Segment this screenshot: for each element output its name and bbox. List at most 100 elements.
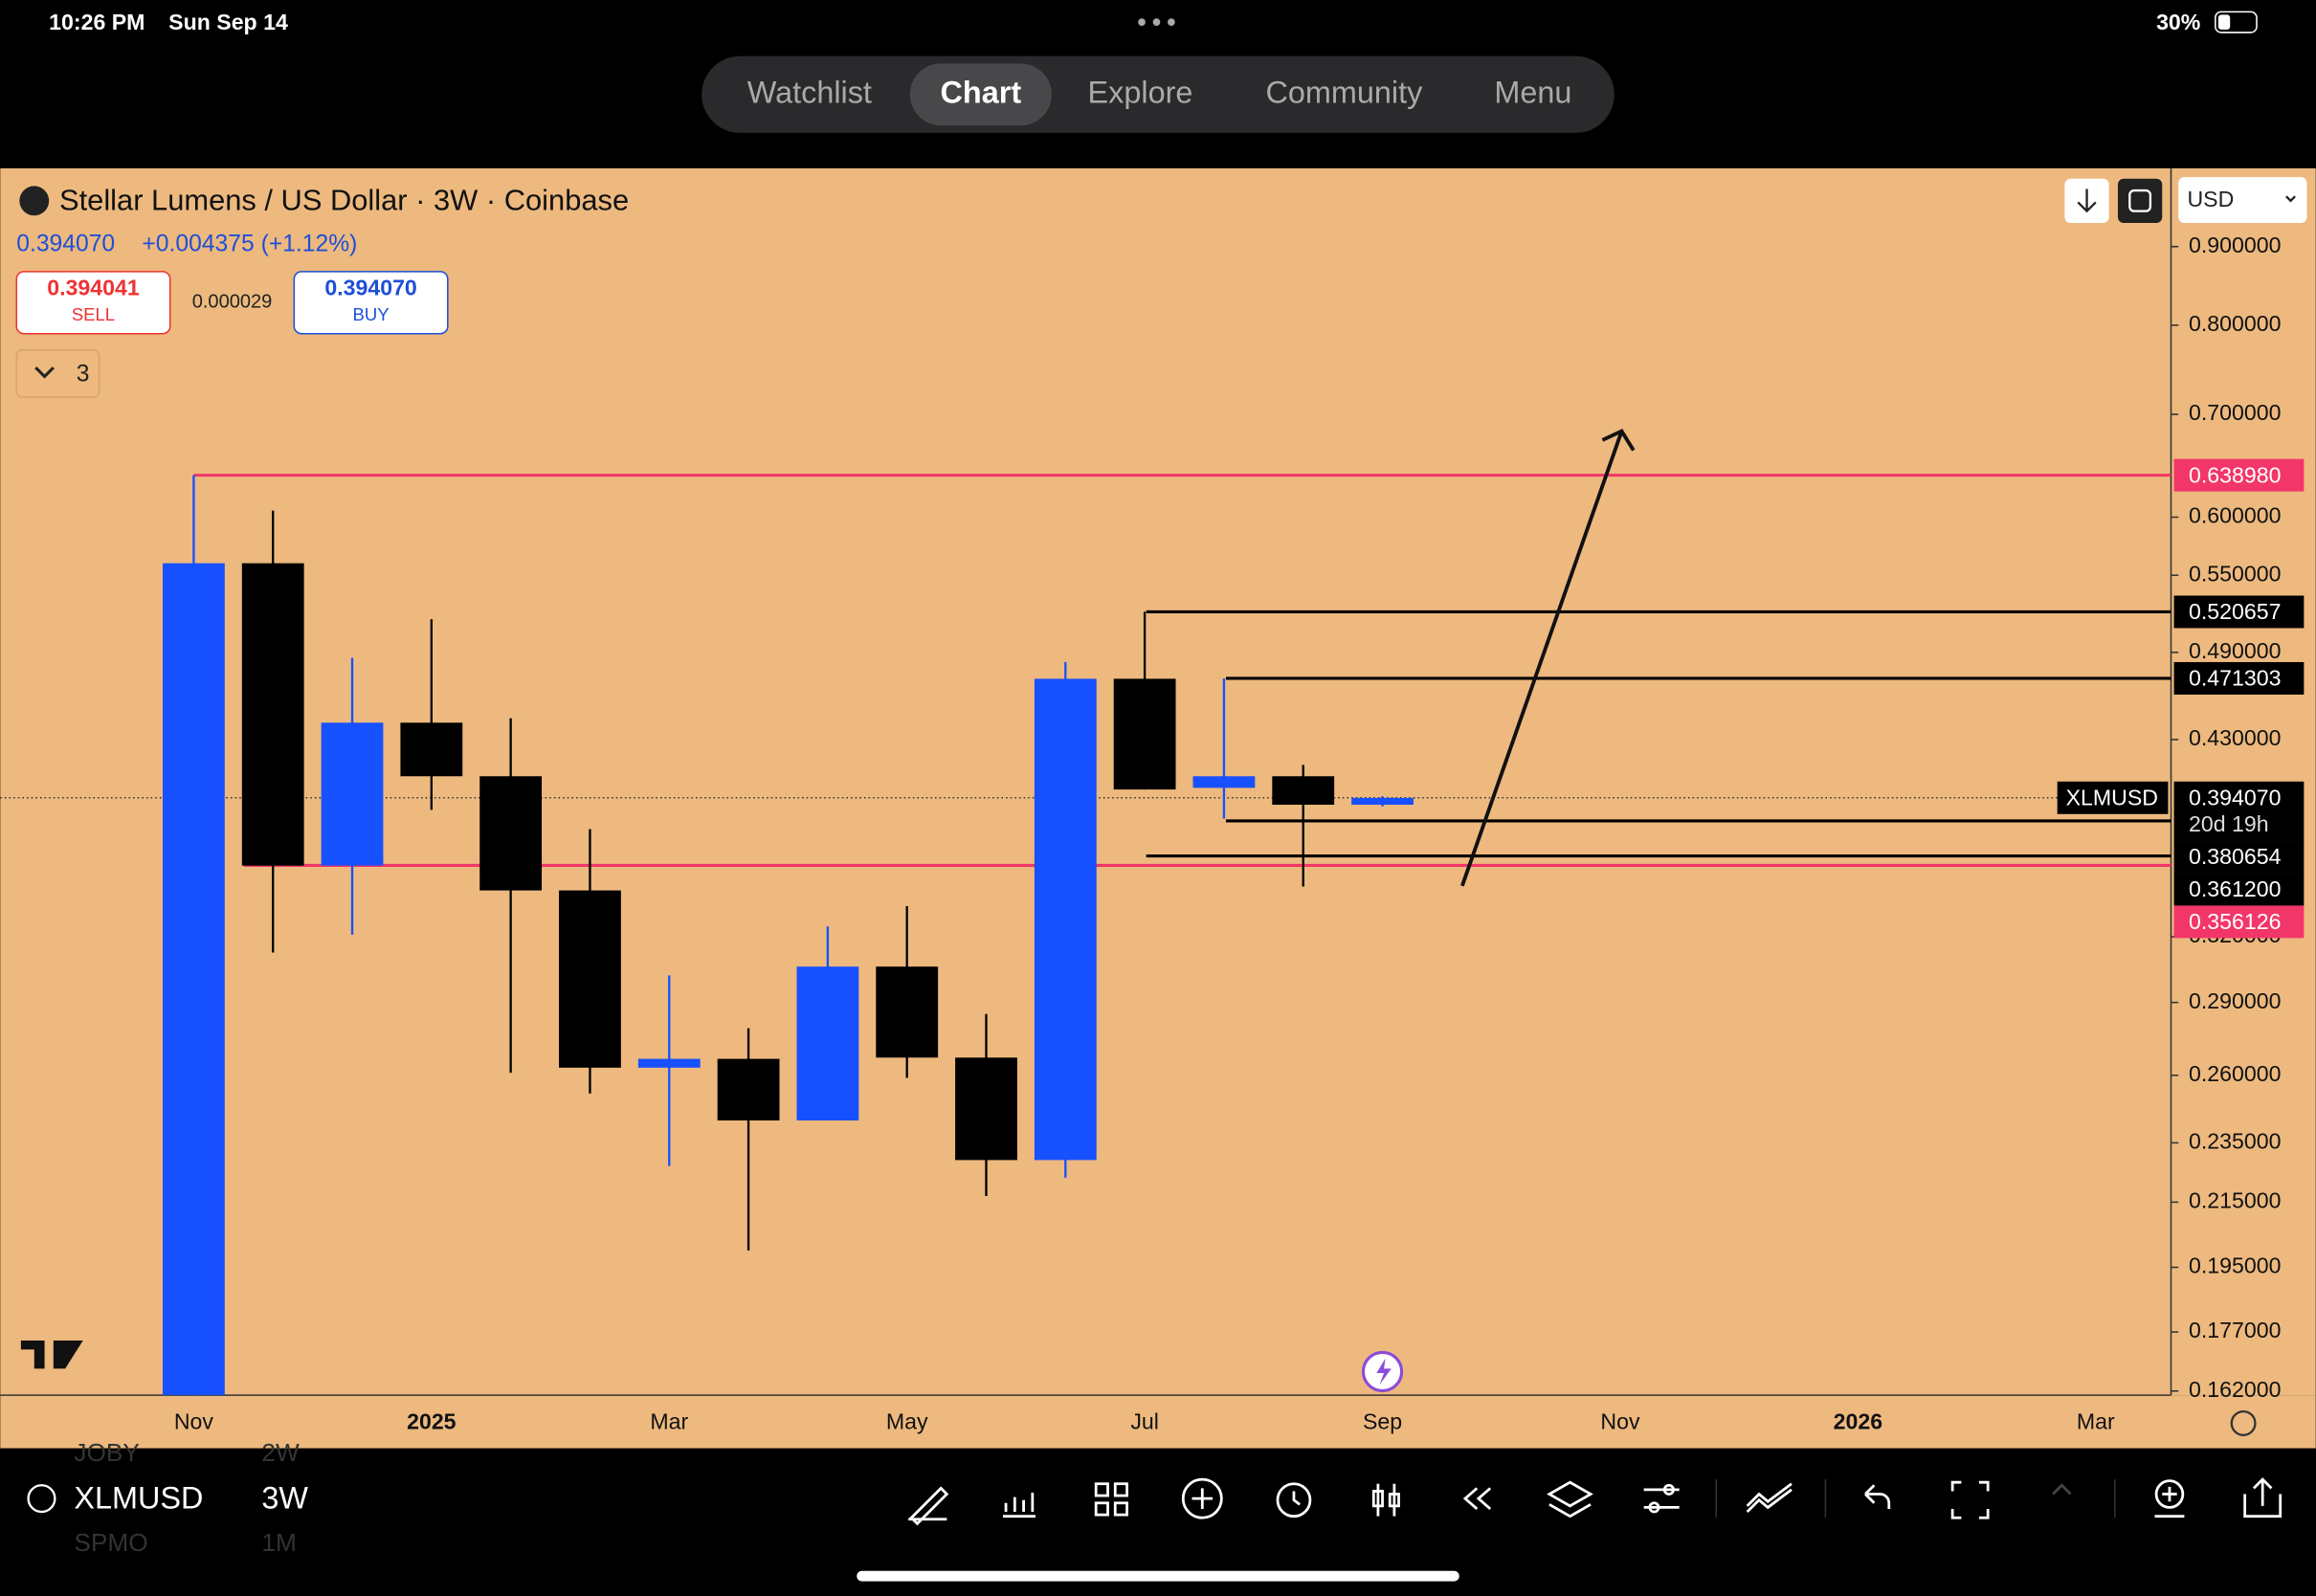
y-tick-label: 0.600000 — [2189, 503, 2281, 528]
symbol-logo — [19, 186, 50, 216]
price-label: 0.394070 — [2189, 785, 2281, 809]
status-date: Sun Sep 14 — [168, 10, 288, 34]
y-tick-label: 0.215000 — [2189, 1188, 2281, 1213]
candle-body — [400, 722, 463, 777]
candle-body — [717, 1058, 780, 1121]
symbol-label: XLMUSD — [2066, 785, 2158, 809]
price-label: 0.361200 — [2189, 876, 2281, 901]
candle-body — [163, 563, 225, 1396]
candle-body — [876, 966, 939, 1058]
candle-body — [241, 563, 304, 866]
x-tick-label: Sep — [1363, 1409, 1402, 1434]
price-change: +0.004375 (+1.12%) — [142, 232, 357, 257]
ghost-symbol: JOBY — [74, 1438, 139, 1467]
indicator-count: 3 — [77, 361, 90, 387]
bottom-interval[interactable]: 3W — [261, 1480, 308, 1515]
candle-body — [1113, 678, 1176, 790]
y-tick-label: 0.700000 — [2189, 400, 2281, 425]
nav-tab[interactable]: Chart — [941, 75, 1022, 109]
symbol-label-bg — [2057, 781, 2169, 814]
toolbar-icons[interactable] — [908, 1477, 2283, 1526]
price-label: 0.520657 — [2189, 599, 2281, 624]
price-label: 0.356126 — [2189, 909, 2281, 934]
ghost-interval: 2W — [261, 1438, 300, 1467]
ghost-symbol: SPMO — [74, 1528, 147, 1557]
select-caret — [2285, 195, 2296, 203]
battery-text: 30% — [2156, 10, 2200, 34]
sell-button[interactable] — [15, 271, 171, 335]
fullscreen-button[interactable] — [2117, 178, 2163, 223]
indicator-toggle[interactable] — [15, 348, 100, 398]
x-tick-label: Nov — [174, 1409, 214, 1434]
x-tick-label: 2025 — [407, 1409, 457, 1434]
nav-tab[interactable]: Watchlist — [747, 75, 872, 109]
candle-body — [955, 1057, 1017, 1161]
currency: USD — [2187, 187, 2234, 211]
price-label-bg — [2173, 873, 2305, 906]
spread: 0.000029 — [192, 292, 273, 313]
price-label-bg — [2173, 840, 2305, 874]
settings-icon[interactable] — [2230, 1409, 2257, 1436]
price-label-bg — [2173, 595, 2305, 629]
y-tick-label: 0.235000 — [2189, 1128, 2281, 1153]
y-tick-label: 0.800000 — [2189, 311, 2281, 336]
nav-tab[interactable]: Menu — [1494, 75, 1571, 109]
price-label-bg — [2173, 661, 2305, 695]
buy-price: 0.394070 — [324, 276, 416, 300]
candle-body — [1192, 776, 1256, 788]
price-label-bg — [2173, 458, 2305, 492]
y-tick-label: 0.260000 — [2189, 1061, 2281, 1086]
candle-body — [637, 1058, 701, 1068]
trend-arrow-drawing — [1460, 429, 1636, 887]
bottom-symbol[interactable]: XLMUSD — [74, 1480, 203, 1515]
nav-tab[interactable]: Community — [1266, 75, 1424, 109]
price-label-bg — [2173, 781, 2305, 841]
x-tick-label: May — [886, 1409, 928, 1434]
currency-select[interactable] — [2178, 177, 2307, 223]
price-label: 0.471303 — [2189, 666, 2281, 691]
redo-icon — [2052, 1483, 2072, 1496]
last-price: 0.394070 — [16, 232, 115, 257]
candle-body — [479, 776, 543, 891]
y-tick-label: 0.177000 — [2189, 1318, 2281, 1342]
active-tab-bg — [909, 63, 1052, 126]
x-tick-label: Mar — [650, 1409, 688, 1434]
candle-body — [321, 722, 384, 866]
ghost-interval: 1M — [261, 1528, 296, 1557]
countdown: 20d 19h — [2189, 811, 2269, 836]
fullscreen-icon — [2128, 188, 2152, 212]
chevron-icon — [34, 366, 55, 379]
battery-level — [2217, 14, 2231, 30]
tradingview-logo — [20, 1341, 83, 1369]
y-tick-label: 0.550000 — [2189, 561, 2281, 586]
x-tick-label: Mar — [2077, 1409, 2115, 1434]
y-tick-label: 0.162000 — [2189, 1377, 2281, 1402]
candle-body — [1034, 678, 1097, 1161]
home-indicator — [857, 1570, 1459, 1582]
symbol-logo — [27, 1484, 56, 1514]
y-tick-label: 0.490000 — [2189, 638, 2281, 663]
x-tick-label: Jul — [1130, 1409, 1159, 1434]
assistant-icon — [1376, 1358, 1392, 1385]
candle-body — [1272, 776, 1335, 806]
nav-tab[interactable]: Explore — [1088, 75, 1193, 109]
candle-body — [796, 966, 859, 1121]
candle-body — [1351, 797, 1414, 806]
y-tick-label: 0.900000 — [2189, 233, 2281, 257]
sell-price: 0.394041 — [47, 276, 140, 300]
download-icon — [2077, 188, 2097, 213]
more-dots — [1138, 18, 1175, 27]
time-axis — [0, 1395, 2316, 1449]
y-tick-label: 0.195000 — [2189, 1253, 2281, 1278]
buy-button[interactable] — [293, 271, 449, 335]
y-tick-label: 0.290000 — [2189, 988, 2281, 1013]
y-tick-label: 0.430000 — [2189, 725, 2281, 750]
price-label: 0.638980 — [2189, 462, 2281, 487]
x-tick-label: Nov — [1600, 1409, 1640, 1434]
x-tick-label: 2026 — [1834, 1409, 1883, 1434]
candle-body — [559, 890, 621, 1068]
chart-title: Stellar Lumens / US Dollar · 3W · Coinba… — [59, 184, 629, 217]
battery-icon — [2215, 11, 2258, 33]
price-label-bg — [2173, 905, 2305, 939]
